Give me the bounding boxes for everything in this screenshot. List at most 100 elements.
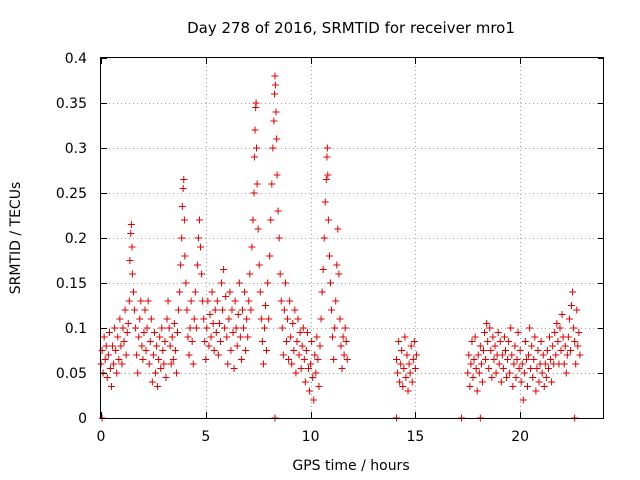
data-points: [97, 72, 584, 422]
y-tick-label: 0.25: [56, 186, 87, 202]
data-point: [280, 306, 288, 314]
data-point: [156, 333, 164, 341]
data-point: [231, 297, 239, 305]
data-point: [483, 320, 491, 327]
data-point: [284, 315, 292, 323]
data-point: [126, 257, 134, 264]
data-point: [253, 144, 261, 152]
data-point: [519, 396, 527, 404]
data-point: [530, 356, 538, 363]
data-point: [123, 329, 131, 336]
data-point: [162, 374, 170, 381]
data-point: [328, 306, 336, 314]
data-point: [271, 81, 279, 89]
data-point: [477, 360, 485, 368]
data-point: [306, 387, 314, 395]
data-point: [520, 369, 528, 377]
data-point: [196, 216, 204, 224]
data-point: [271, 90, 279, 98]
data-point: [274, 207, 282, 215]
data-point: [170, 320, 178, 327]
data-point: [538, 369, 546, 377]
data-point: [307, 360, 315, 368]
data-point: [339, 333, 347, 341]
data-point: [294, 315, 302, 323]
data-point: [151, 369, 159, 377]
y-tick-label: 0: [78, 411, 87, 427]
data-point: [238, 306, 246, 314]
data-point: [315, 383, 323, 390]
data-point: [224, 360, 232, 368]
data-point: [325, 252, 333, 260]
data-point: [234, 311, 242, 318]
data-point: [512, 374, 520, 381]
data-point: [213, 297, 221, 305]
data-point: [114, 333, 122, 341]
data-point: [121, 306, 129, 314]
data-point: [147, 315, 155, 323]
data-point: [478, 378, 486, 386]
data-point: [263, 347, 271, 354]
data-point: [281, 279, 289, 287]
data-point: [171, 347, 179, 354]
data-point: [129, 288, 137, 296]
data-point: [249, 216, 257, 224]
data-point: [264, 279, 272, 287]
data-point: [521, 338, 529, 345]
data-point: [183, 306, 191, 314]
data-point: [143, 324, 151, 332]
data-point: [113, 369, 121, 377]
y-tick-label: 0.05: [56, 366, 87, 382]
data-point: [137, 297, 145, 305]
data-point: [103, 374, 111, 381]
data-point: [105, 329, 113, 336]
data-point: [194, 234, 202, 242]
data-point: [117, 342, 125, 350]
data-point: [484, 338, 492, 345]
data-point: [494, 329, 502, 336]
data-point: [489, 333, 497, 341]
y-axis-label: SRMTID / TECUs: [8, 182, 24, 295]
grid: [101, 58, 604, 418]
data-point: [334, 225, 342, 233]
data-point: [547, 356, 555, 363]
data-point: [535, 378, 543, 386]
data-point: [241, 288, 249, 296]
data-point: [517, 378, 525, 386]
data-point: [227, 347, 235, 354]
data-point: [254, 225, 262, 233]
data-point: [204, 297, 212, 305]
axis-ticks: [101, 58, 604, 419]
data-point: [139, 356, 147, 363]
data-point: [220, 266, 228, 273]
data-point: [102, 342, 110, 350]
data-point: [248, 243, 256, 251]
data-point: [155, 356, 163, 363]
data-point: [243, 315, 251, 323]
data-point: [291, 306, 299, 314]
data-point: [572, 360, 580, 368]
data-point: [409, 356, 417, 363]
data-point: [540, 383, 548, 390]
data-point: [570, 324, 578, 332]
data-point: [514, 329, 522, 336]
data-point: [474, 351, 482, 359]
data-point: [273, 135, 281, 143]
data-point: [235, 279, 243, 287]
data-point: [250, 153, 258, 161]
data-point: [212, 329, 220, 336]
data-point: [504, 356, 512, 363]
data-point: [402, 374, 410, 381]
data-point: [260, 324, 268, 332]
data-point: [203, 324, 211, 332]
plot-frame: [100, 57, 604, 419]
data-point: [251, 126, 259, 134]
data-point: [246, 270, 254, 278]
data-point: [563, 351, 571, 359]
data-point: [324, 171, 332, 179]
data-point: [465, 351, 473, 359]
data-point: [277, 297, 285, 305]
data-point: [316, 342, 324, 350]
data-point: [296, 329, 304, 336]
data-point: [393, 356, 401, 363]
